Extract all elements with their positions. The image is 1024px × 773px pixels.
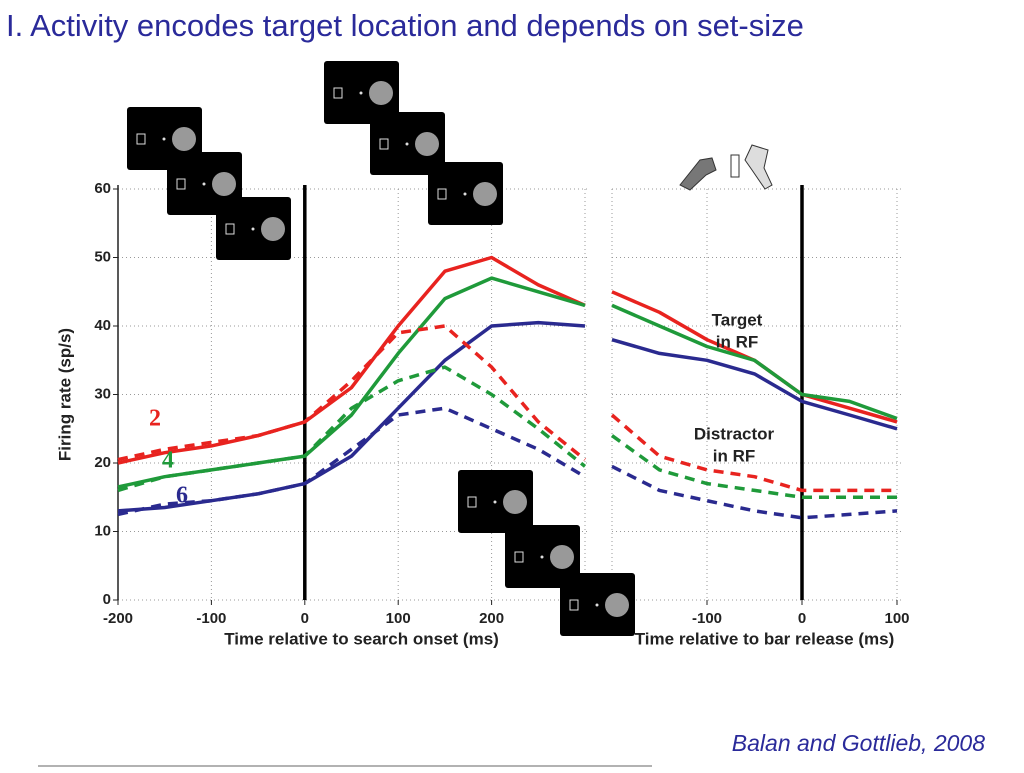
- stimulus-item: [514, 551, 524, 563]
- x-tick-label: 0: [301, 610, 309, 627]
- target-spot: [605, 593, 629, 617]
- fixation-point: [493, 500, 497, 504]
- series-line: [117, 320, 586, 513]
- series-line: [611, 303, 898, 421]
- x-tick-label: -100: [196, 610, 226, 627]
- annotation: Target: [712, 310, 763, 329]
- fixation-point: [162, 137, 166, 141]
- series-line: [117, 255, 586, 465]
- x-tick-label: -200: [103, 610, 133, 627]
- target-spot: [212, 172, 236, 196]
- x-tick-label: 100: [386, 610, 411, 627]
- target-spot: [550, 545, 574, 569]
- target-spot: [172, 127, 196, 151]
- y-tick-label: 0: [103, 591, 111, 608]
- x-tick-label: 100: [884, 610, 909, 627]
- bar-icon: [730, 154, 740, 178]
- fixation-point: [405, 142, 409, 146]
- stimulus-item: [136, 133, 146, 145]
- y-tick-label: 30: [94, 385, 111, 402]
- stimulus-item: [437, 188, 447, 200]
- target-spot: [415, 132, 439, 156]
- series-line: [117, 406, 586, 517]
- y-tick-label: 40: [94, 317, 111, 334]
- legend-label: 4: [162, 448, 174, 474]
- stimulus-item: [333, 87, 343, 99]
- stimulus-item: [176, 178, 186, 190]
- fixation-point: [595, 603, 599, 607]
- series-line: [610, 413, 897, 493]
- series-line: [117, 276, 586, 489]
- target-spot: [503, 490, 527, 514]
- series-line: [117, 365, 587, 493]
- hand-icon: [679, 157, 717, 191]
- target-spot: [473, 182, 497, 206]
- y-axis-label: Firing rate (sp/s): [55, 328, 74, 461]
- stimulus-item: [379, 138, 389, 150]
- x-tick-label: -100: [692, 610, 722, 627]
- y-tick-label: 10: [94, 522, 111, 539]
- stimulus-item: [569, 599, 579, 611]
- series-line: [610, 434, 897, 500]
- y-tick-label: 60: [94, 180, 111, 197]
- x-axis-label: Time relative to bar release (ms): [635, 629, 895, 648]
- legend-label: 2: [149, 406, 161, 432]
- target-spot: [261, 217, 285, 241]
- stimuli: [127, 61, 773, 636]
- citation: Balan and Gottlieb, 2008: [732, 730, 985, 756]
- fixation-point: [359, 91, 363, 95]
- series-line: [611, 464, 898, 520]
- stimulus-item: [225, 223, 235, 235]
- slide-title: I. Activity encodes target location and …: [6, 8, 804, 43]
- series-line: [611, 338, 898, 431]
- stimulus-item: [467, 496, 477, 508]
- annotation: Distractor: [694, 424, 775, 443]
- y-tick-label: 50: [94, 248, 111, 265]
- annotation: in RF: [713, 446, 756, 465]
- x-tick-label: 0: [798, 610, 806, 627]
- target-spot: [369, 81, 393, 105]
- x-axis-label: Time relative to search onset (ms): [224, 629, 499, 648]
- hand-icon: [744, 144, 773, 190]
- fixation-point: [202, 182, 206, 186]
- y-tick-label: 20: [94, 454, 111, 471]
- x-tick-label: 200: [479, 610, 504, 627]
- fixation-point: [251, 227, 255, 231]
- fixation-point: [463, 192, 467, 196]
- annotation: in RF: [716, 332, 759, 351]
- fixation-point: [540, 555, 544, 559]
